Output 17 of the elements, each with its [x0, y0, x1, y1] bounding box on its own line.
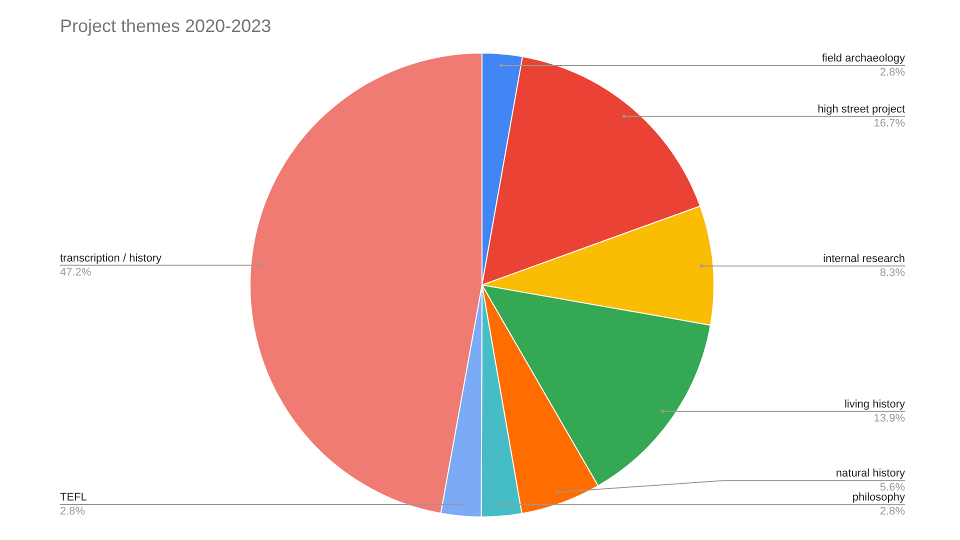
data-label: 47.2% [60, 266, 92, 278]
data-label: 2.8% [60, 505, 86, 518]
data-label: 8.3% [880, 267, 906, 279]
slice-label: philosophy [852, 492, 906, 504]
chart-title: Project themes 2020-2023 [60, 16, 272, 36]
slice-label: natural history [836, 468, 906, 480]
data-label: 5.6% [880, 482, 906, 494]
slice-label: internal research [823, 253, 905, 265]
data-label: 16.7% [874, 117, 906, 130]
slice-label: living history [844, 398, 906, 410]
slice-label: high street project [818, 103, 905, 116]
slice-label: transcription / history [60, 252, 162, 264]
slice-label: TEFL [60, 491, 87, 504]
data-label: 2.8% [880, 506, 906, 518]
data-label: 2.8% [880, 66, 906, 78]
slice-label: field archaeology [822, 52, 906, 64]
data-label: 13.9% [874, 412, 906, 424]
